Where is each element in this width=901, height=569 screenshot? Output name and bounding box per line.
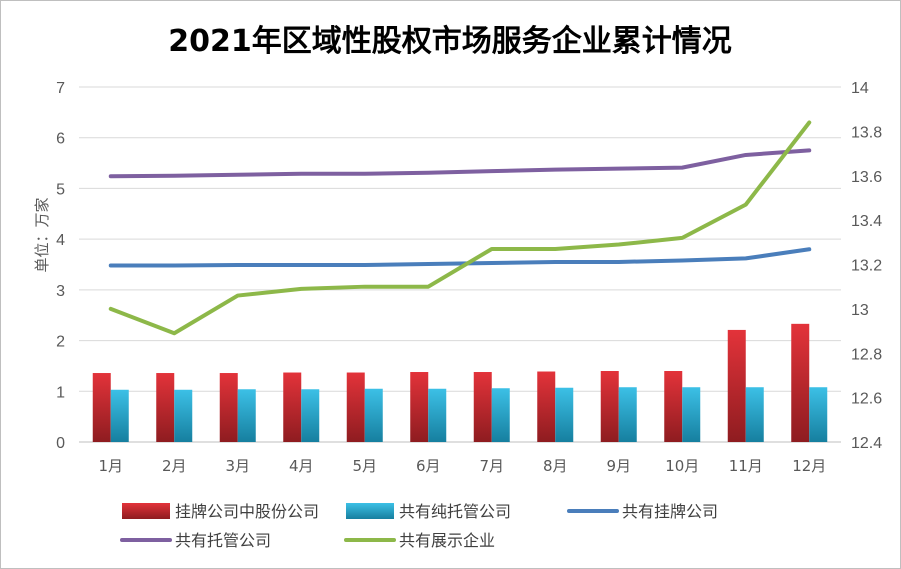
bar-joint-stock [537,371,556,442]
left-tick-label: 2 [56,334,65,351]
legend-label: 共有托管公司 [175,531,271,550]
right-tick-label: 13.8 [851,124,882,141]
category-label: 4月 [289,457,314,475]
left-tick-label: 6 [56,131,65,148]
bar-custody-only [174,389,193,442]
legend-label: 共有展示企业 [399,531,495,550]
bar-custody-only [555,387,574,442]
category-axis-labels: 1月 2月 3月 4月 5月 6月 7月 8月 9月 10月 11月 12月 [98,457,826,475]
bar-joint-stock [600,371,619,442]
bar-series [92,323,828,442]
bar-custody-only [237,389,256,442]
line-custody [108,148,812,179]
bar-joint-stock [791,323,810,442]
right-tick-label: 13.4 [851,213,882,230]
bar-joint-stock [664,371,683,442]
left-tick-label: 7 [56,80,65,97]
bar-joint-stock [473,372,492,442]
bar-joint-stock [219,373,238,442]
category-label: 1月 [98,457,123,475]
right-tick-label: 13.6 [851,169,882,186]
bar-custody-only [618,387,637,442]
bar-custody-only [682,387,701,442]
bar-joint-stock [283,372,302,442]
bar-custody-only [428,388,447,442]
bar-joint-stock [410,372,429,442]
line-display [108,120,812,336]
right-tick-label: 12.8 [851,346,882,363]
left-tick-label: 0 [56,435,65,452]
legend-label: 挂牌公司中股份公司 [175,502,319,521]
y-axis-label: 单位：万家 [33,197,51,272]
legend-swatch [122,503,170,519]
category-label: 3月 [225,457,250,475]
category-label: 8月 [543,457,568,475]
bar-custody-only [110,389,129,442]
left-axis-ticks: 0 1 2 3 4 5 6 7 [56,80,65,452]
right-tick-label: 12.6 [851,391,882,408]
chart-title: 2021年区域性股权市场服务企业累计情况 [168,24,732,59]
category-label: 5月 [352,457,377,475]
bar-custody-only [491,388,510,442]
left-tick-label: 3 [56,283,65,300]
category-label: 6月 [416,457,441,475]
right-axis-ticks: 12.4 12.6 12.8 13 13.2 13.4 13.6 13.8 14 [851,80,882,452]
left-tick-label: 4 [56,232,65,249]
bar-joint-stock [727,329,746,442]
bar-custody-only [364,388,383,442]
left-tick-label: 5 [56,181,65,198]
legend-label: 共有纯托管公司 [399,502,511,521]
legend-label: 共有挂牌公司 [622,502,718,521]
right-tick-label: 12.4 [851,435,882,452]
right-tick-label: 13 [851,302,869,319]
gridlines [79,86,841,443]
right-tick-label: 13.2 [851,258,882,275]
bar-custody-only [745,387,764,442]
category-label: 10月 [665,457,699,475]
bar-joint-stock [346,372,365,442]
category-label: 7月 [479,457,504,475]
line-series [108,120,812,336]
category-label: 2月 [162,457,187,475]
line-listed [108,247,812,268]
bar-custody-only [301,389,320,442]
left-tick-label: 1 [56,384,65,401]
bar-custody-only [809,387,828,442]
right-tick-label: 14 [851,80,869,97]
legend-swatch [346,503,394,519]
category-label: 9月 [606,457,631,475]
category-label: 11月 [729,457,763,475]
category-label: 12月 [792,457,826,475]
bar-joint-stock [92,373,111,442]
bar-joint-stock [156,373,175,442]
